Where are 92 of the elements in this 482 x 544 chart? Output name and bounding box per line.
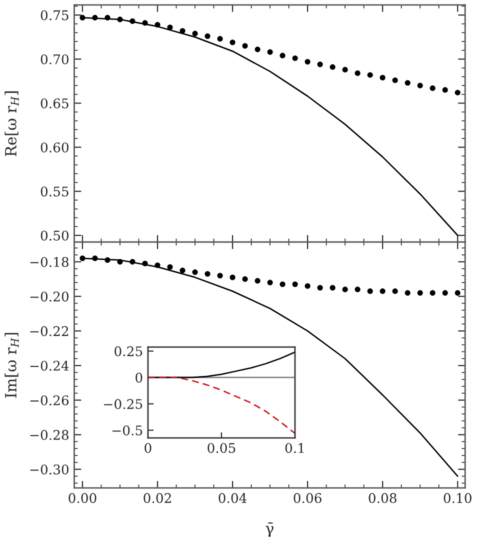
point [392,77,398,84]
point [354,70,360,76]
y-tick-label: −0.25 [104,399,142,410]
point [330,64,336,70]
point [154,262,160,268]
point [254,278,260,284]
point [317,284,323,291]
x-tick-label: 0.1 [285,443,304,453]
y-tick-label: 0.70 [40,54,68,64]
point [80,256,86,262]
point [292,55,298,61]
x-tick-label: 0 [144,443,152,453]
x-tick-label: 0.02 [144,493,171,504]
y-axis-title: Im[ω r$_{H}$] [4,332,19,398]
y-tick-label: −0.26 [30,395,69,406]
y-tick-label: 0.50 [40,230,68,241]
point [180,28,186,34]
point [130,18,136,24]
point [380,74,386,80]
point [254,46,260,52]
point [204,33,210,39]
point [417,82,423,88]
point [117,16,123,22]
point [267,49,273,55]
x-tick-label: 0.05 [208,443,236,453]
point [367,288,373,294]
point [454,290,460,296]
point [304,58,310,65]
point [317,62,323,68]
point [217,36,223,42]
y-tick-label: −0.20 [30,292,68,302]
point [417,290,423,296]
point [404,290,410,296]
point [180,268,186,274]
point [342,286,348,292]
point [92,256,98,262]
point [242,276,248,282]
point [104,257,110,263]
point [217,272,223,278]
point [104,14,110,20]
point [167,24,173,30]
y-tick-label: −0.22 [30,326,68,336]
y-axis-title: Re[ω r$_{H}$] [4,91,19,156]
point [130,259,136,265]
x-tick-label: 0.10 [444,493,472,504]
point [392,288,398,294]
point [404,80,410,86]
y-tick-label: −0.28 [30,430,68,440]
y-tick-label: −0.18 [30,257,68,267]
y-tick-label: −0.30 [30,464,68,474]
point [454,90,460,96]
point [92,14,98,20]
point [354,286,360,292]
y-tick-label: −0.5 [112,425,142,436]
point [142,20,148,26]
x-tick-label: 0.00 [68,493,96,504]
line-series [148,376,295,434]
point [367,72,373,78]
point [342,66,348,72]
point [230,40,236,46]
x-tick-label: 0.08 [368,493,396,504]
x-axis-title: γ̄ [266,522,274,538]
point [154,22,160,28]
point [267,280,273,286]
y-tick-label: −0.24 [30,360,69,371]
y-tick-label: 0.65 [40,98,68,108]
point [430,290,436,296]
y-tick-label: 0.75 [40,10,68,20]
point [380,288,386,294]
point [292,281,298,288]
point [167,264,173,270]
point [442,290,448,296]
point [204,271,210,277]
point [230,274,236,280]
y-tick-label: 0.25 [114,346,142,356]
y-tick-label: 0 [136,372,142,383]
point [80,14,86,20]
point [304,283,310,289]
point [280,281,286,288]
point [442,87,448,93]
point [142,260,148,266]
point [192,30,198,36]
point [242,43,248,49]
point [117,259,123,265]
y-tick-label: 0.55 [40,186,68,197]
point [330,284,336,291]
point [430,85,436,91]
x-tick-label: 0.06 [294,493,322,504]
point [280,52,286,58]
x-tick-label: 0.04 [218,493,247,504]
y-tick-label: 0.60 [40,142,68,152]
point [192,269,198,275]
